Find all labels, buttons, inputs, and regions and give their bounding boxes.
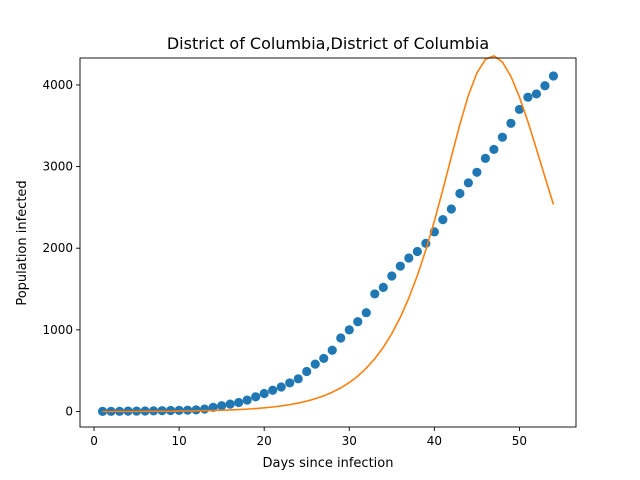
y-tick-label: 4000 xyxy=(42,78,73,92)
x-tick-label: 50 xyxy=(512,434,527,448)
y-tick-label: 2000 xyxy=(42,241,73,255)
scatter-point xyxy=(361,308,371,318)
scatter-point xyxy=(489,144,499,155)
scatter-point xyxy=(225,399,235,409)
scatter-point xyxy=(242,395,252,405)
scatter-point xyxy=(285,378,295,388)
scatter-point xyxy=(336,333,346,343)
y-tick-label: 0 xyxy=(65,404,73,418)
scatter-point xyxy=(378,282,388,292)
x-tick-label: 40 xyxy=(427,434,442,448)
axes-frame xyxy=(79,57,577,428)
scatter-point xyxy=(370,289,380,299)
chart-title: District of Columbia,District of Columbi… xyxy=(167,34,489,53)
scatter-point xyxy=(395,261,405,271)
y-tick-label: 1000 xyxy=(42,323,73,337)
scatter-point xyxy=(268,385,278,395)
x-tick-label: 30 xyxy=(342,434,357,448)
scatter-point xyxy=(472,167,482,177)
scatter-point xyxy=(251,392,261,402)
scatter-point xyxy=(506,118,516,128)
scatter-point xyxy=(234,397,244,408)
scatter-point xyxy=(540,81,550,91)
scatter-point xyxy=(217,401,227,411)
scatter-point xyxy=(404,253,414,263)
x-axis-label: Days since infection xyxy=(263,456,394,471)
scatter-point xyxy=(302,366,312,377)
scatter-point xyxy=(438,215,448,225)
scatter-point xyxy=(310,359,320,369)
scatter-point xyxy=(293,374,303,384)
y-axis-label: Population infected xyxy=(15,180,30,305)
scatter-point xyxy=(455,188,465,199)
scatter-point xyxy=(548,71,559,81)
x-tick-label: 10 xyxy=(171,434,186,448)
scatter-point xyxy=(523,92,533,102)
plot-area xyxy=(97,55,559,417)
scatter-point xyxy=(497,132,508,142)
model-line xyxy=(102,55,555,413)
y-tick-label: 3000 xyxy=(42,160,73,174)
scatter-point xyxy=(412,246,422,257)
scatter-point xyxy=(276,382,286,392)
scatter-point xyxy=(319,353,329,364)
scatter-point xyxy=(531,89,542,99)
scatter-point xyxy=(387,271,397,281)
scatter-point xyxy=(259,388,269,399)
scatter-point xyxy=(327,345,337,355)
scatter-point xyxy=(446,204,456,214)
scatter-point xyxy=(344,325,354,335)
scatter-point xyxy=(353,317,363,327)
scatter-point xyxy=(191,405,201,415)
scatter-point xyxy=(200,404,210,414)
scatter-point xyxy=(463,178,473,188)
x-tick-label: 20 xyxy=(257,434,272,448)
axes: 0 10 20 30 40 50 0 1000 2000 3000 4000 xyxy=(42,57,577,448)
scatter-point xyxy=(514,104,525,115)
x-tick-label: 0 xyxy=(90,434,98,448)
scatter-point xyxy=(183,405,193,415)
scatter-point xyxy=(480,153,490,164)
